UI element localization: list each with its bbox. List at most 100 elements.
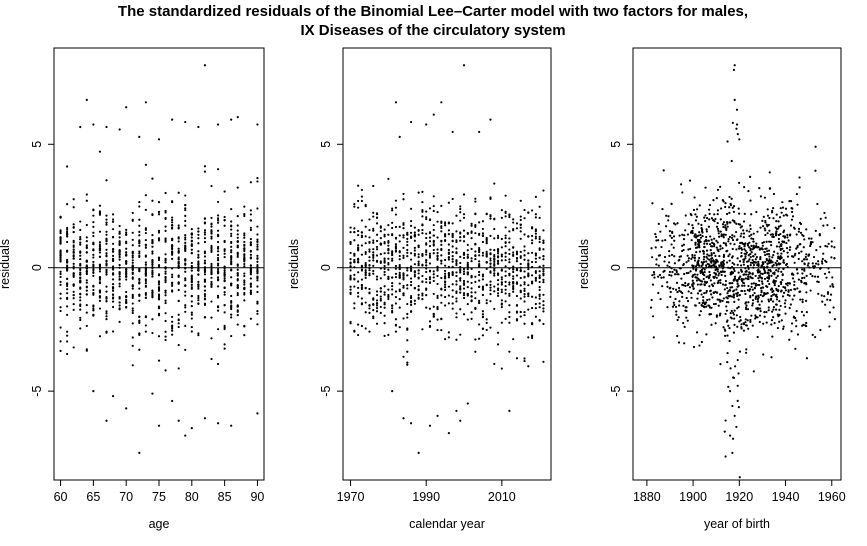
data-point <box>527 252 530 255</box>
data-point <box>357 333 360 337</box>
data-point <box>824 216 827 219</box>
data-point <box>444 274 447 278</box>
data-point <box>749 253 752 256</box>
data-point <box>833 246 836 249</box>
data-point <box>398 254 401 258</box>
data-point <box>753 286 756 289</box>
data-point <box>243 249 246 253</box>
data-point <box>740 255 743 258</box>
data-point <box>538 235 541 238</box>
outlier-point <box>230 118 233 121</box>
data-point <box>534 216 537 219</box>
data-point <box>421 215 424 218</box>
data-point <box>489 270 492 273</box>
data-point <box>809 244 812 248</box>
data-point <box>489 217 492 220</box>
data-point <box>527 265 530 269</box>
data-point <box>651 283 655 286</box>
x-tick-label: 1990 <box>412 490 440 504</box>
data-point <box>111 297 115 300</box>
data-point <box>353 330 356 333</box>
data-point <box>717 232 720 235</box>
data-point <box>538 247 541 250</box>
data-point <box>683 272 686 276</box>
data-point <box>757 296 760 299</box>
data-point <box>459 308 462 311</box>
outlier-point <box>489 118 492 121</box>
data-point <box>745 273 748 276</box>
data-point <box>425 259 428 262</box>
data-point <box>391 288 394 291</box>
data-point <box>360 253 364 256</box>
data-point <box>59 272 62 276</box>
data-point <box>744 321 747 324</box>
data-point <box>770 294 773 298</box>
data-point <box>364 327 367 330</box>
data-point <box>718 314 722 317</box>
outlier-point <box>105 125 108 129</box>
data-point <box>372 184 375 188</box>
data-point <box>118 301 121 304</box>
data-point <box>111 220 115 223</box>
data-point <box>730 295 734 298</box>
data-point <box>470 281 473 285</box>
data-point <box>515 310 519 313</box>
data-point <box>349 240 352 244</box>
data-point <box>826 292 830 295</box>
data-point <box>421 254 424 257</box>
data-point <box>512 290 515 293</box>
data-point <box>387 223 390 227</box>
data-point <box>478 279 481 282</box>
data-point <box>436 274 439 278</box>
data-point <box>790 330 793 333</box>
data-point <box>171 239 174 242</box>
data-point <box>508 214 511 217</box>
data-point <box>79 318 82 322</box>
data-point <box>829 299 832 302</box>
data-point <box>699 310 702 313</box>
data-point <box>190 233 193 236</box>
data-point <box>118 307 121 310</box>
data-point <box>740 326 743 329</box>
data-point <box>455 291 458 295</box>
data-point <box>157 264 161 267</box>
data-point <box>230 316 233 319</box>
data-point <box>750 282 753 285</box>
x-tick-label: 1920 <box>725 490 753 504</box>
data-point <box>523 245 526 248</box>
data-point <box>478 260 481 263</box>
data-point <box>125 270 128 273</box>
outlier-point <box>432 113 435 116</box>
data-point <box>687 223 690 226</box>
data-point <box>402 222 405 225</box>
data-point <box>750 251 753 254</box>
x-tick-label: 1940 <box>772 490 800 504</box>
data-point <box>729 204 733 207</box>
data-point <box>512 280 515 284</box>
data-point <box>743 258 746 261</box>
data-point <box>243 293 246 296</box>
data-point <box>66 277 69 280</box>
data-point <box>770 356 773 359</box>
data-point <box>230 282 233 285</box>
data-point <box>474 291 477 294</box>
data-point <box>705 230 709 233</box>
data-point <box>826 298 829 301</box>
data-point <box>784 207 788 210</box>
data-point <box>111 257 115 261</box>
data-point <box>708 270 711 274</box>
data-point <box>776 252 779 255</box>
data-point <box>765 310 768 314</box>
data-point <box>523 217 526 220</box>
data-point <box>417 233 420 236</box>
data-point <box>496 259 500 262</box>
data-point <box>470 317 473 320</box>
data-point <box>138 282 141 285</box>
data-point <box>216 262 220 265</box>
x-tick-label: 60 <box>54 490 68 504</box>
data-point <box>171 201 174 204</box>
data-point <box>713 264 716 268</box>
data-point <box>728 289 732 292</box>
data-point <box>766 292 769 295</box>
data-point <box>481 316 485 319</box>
